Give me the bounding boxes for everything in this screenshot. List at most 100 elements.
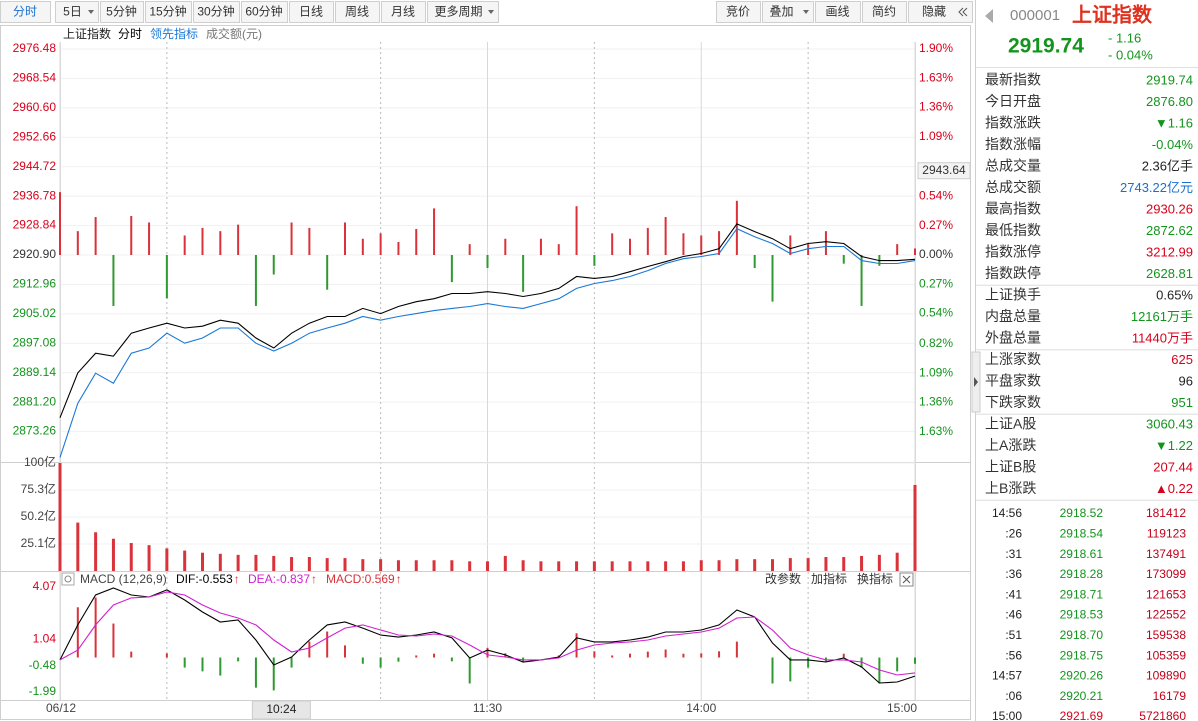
macd-bar [130,651,133,658]
help-icon[interactable] [61,572,75,586]
quote-label: 上涨家数 [985,351,1041,367]
toolbar-button[interactable] [289,1,334,23]
y-tick-label: -0.48 [29,658,57,672]
toolbar-button-label[interactable]: 月线 [391,5,415,19]
quote-value: -0.04% [1152,137,1194,152]
toolbar-button[interactable] [762,1,814,23]
quote-change: - 1.16 [1108,30,1141,45]
volume-bar [557,561,561,571]
tick-time: :31 [1005,547,1022,561]
macd-bar [94,597,97,658]
toolbar-button[interactable] [862,1,907,23]
indicator-button[interactable]: 换指标 [857,571,893,586]
toolbar-button-label[interactable]: 画线 [825,5,849,19]
toolbar-button[interactable] [100,1,144,23]
indicator-title: MACD (12,26,9) [80,572,167,586]
quote-value: ▼1.16 [1155,115,1193,130]
toolbar-button[interactable] [381,1,426,23]
volume-bar [94,532,98,571]
quote-label: 最低指数 [985,222,1041,238]
toolbar-button[interactable] [193,1,240,23]
tick-volume: 159538 [1146,628,1186,642]
lead-bar [433,208,436,255]
quote-label: 上A涨跌 [985,437,1036,453]
toolbar-button-label[interactable]: 周线 [345,5,369,19]
quote-value: 2.36亿手 [1142,158,1193,173]
indicator-readout: DIF:-0.553 [176,572,233,586]
volume-bar [147,545,151,571]
toolbar-button-label[interactable]: 更多周期 [434,5,482,19]
toolbar-button-label[interactable]: 日线 [299,5,323,19]
toolbar-button-label[interactable]: 30分钟 [197,4,234,19]
macd-bar [914,657,916,664]
toolbar-button-label[interactable]: 分时 [13,5,37,19]
tick-price: 2918.75 [1060,648,1104,662]
lead-bar [148,222,151,255]
lead-bar [646,227,649,255]
macd-bar [789,657,792,682]
indicator-button[interactable]: 改参数 [765,571,801,586]
macd-bar [326,631,329,658]
y-tick-label: 25.1亿 [21,535,56,550]
indicator-button[interactable]: 加指标 [811,571,847,586]
toolbar-button[interactable] [427,1,499,23]
quote-label: 上证A股 [985,416,1036,432]
lead-bar [504,238,507,255]
lead-bar [468,244,471,255]
toolbar-button[interactable] [0,1,51,23]
quote-label: 上B涨跌 [985,480,1036,496]
quote-label: 平盘家数 [985,373,1041,389]
toolbar-button[interactable] [908,1,973,23]
tick-price: 2918.71 [1060,587,1104,601]
y-tick-label: 2960.60 [13,100,57,114]
volume-bar [664,561,668,571]
y-tick-label: 2944.72 [13,159,57,173]
toolbar-button-label[interactable]: 简约 [872,4,896,19]
quote-value: 96 [1179,373,1193,388]
macd-bar [76,607,79,658]
price-line [59,223,916,418]
volume-bar [450,560,454,571]
quote-value: 2628.81 [1146,266,1193,281]
indicator-readout: MACD:0.569 [326,572,395,586]
volume-bar [610,561,614,571]
quote-value: 2743.22亿元 [1120,180,1193,195]
macd-bar [397,657,400,662]
y2-tick-label: 0.54% [919,306,953,320]
toolbar-button-label[interactable]: 5日 [63,5,82,19]
volume-bar [895,552,899,571]
toolbar-button-label[interactable]: 叠加 [769,5,793,19]
lead-bar [486,255,489,269]
quote-value: 625 [1171,352,1193,367]
volume-bar [290,557,294,571]
tick-price: 2920.26 [1060,669,1104,683]
lead-bar [718,231,721,255]
macd-bar [433,653,436,658]
toolbar-button[interactable] [145,1,192,23]
macd-bar [611,655,614,658]
toolbar-button-label[interactable]: 隐藏 [922,5,946,19]
toolbar-button[interactable] [241,1,288,23]
prev-arrow[interactable] [985,9,993,23]
tick-price: 2918.70 [1060,628,1104,642]
toolbar-button-label[interactable]: 竞价 [726,5,750,19]
toolbar-button[interactable] [55,1,99,23]
lead-bar [753,255,756,269]
macd-bar [896,657,899,672]
tick-time: :26 [1005,526,1022,540]
toolbar-button[interactable] [716,1,761,23]
macd-bar [593,651,596,658]
quote-value: 2872.62 [1146,223,1193,238]
lead-bar [379,233,382,255]
toolbar-button-label[interactable]: 60分钟 [245,4,282,19]
toolbar-button-label[interactable]: 15分钟 [149,4,186,19]
toolbar-button[interactable] [335,1,380,23]
macd-bar [415,655,418,658]
y-tick-label: 1.04 [33,632,57,646]
toolbar-button-label[interactable]: 5分钟 [106,4,137,19]
volume-bar [753,559,757,571]
toolbar-button[interactable] [815,1,861,23]
quote-label: 指数跌停 [985,265,1041,281]
tick-volume: 122552 [1146,608,1186,622]
y-tick-label: 2905.02 [13,306,57,320]
